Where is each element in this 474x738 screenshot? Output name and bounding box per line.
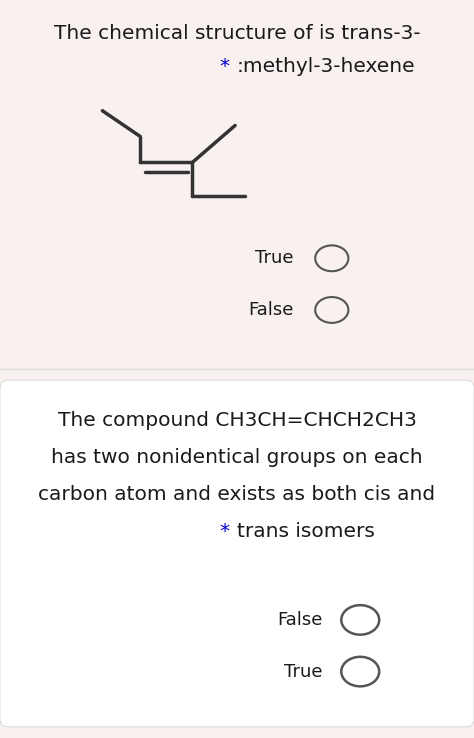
Text: False: False <box>277 611 322 629</box>
Text: True: True <box>255 249 294 267</box>
Text: False: False <box>248 301 294 319</box>
Text: *: * <box>220 57 237 76</box>
Text: has two nonidentical groups on each: has two nonidentical groups on each <box>51 448 423 467</box>
Text: True: True <box>284 663 322 680</box>
Text: carbon atom and exists as both cis and: carbon atom and exists as both cis and <box>38 485 436 504</box>
Text: The compound CH3CH=CHCH2CH3: The compound CH3CH=CHCH2CH3 <box>57 411 417 430</box>
Text: trans isomers: trans isomers <box>237 522 375 541</box>
Text: *: * <box>220 522 237 541</box>
FancyBboxPatch shape <box>0 380 474 727</box>
Text: The chemical structure of is trans-3-: The chemical structure of is trans-3- <box>54 24 420 43</box>
Text: :methyl-3-hexene: :methyl-3-hexene <box>237 57 416 76</box>
